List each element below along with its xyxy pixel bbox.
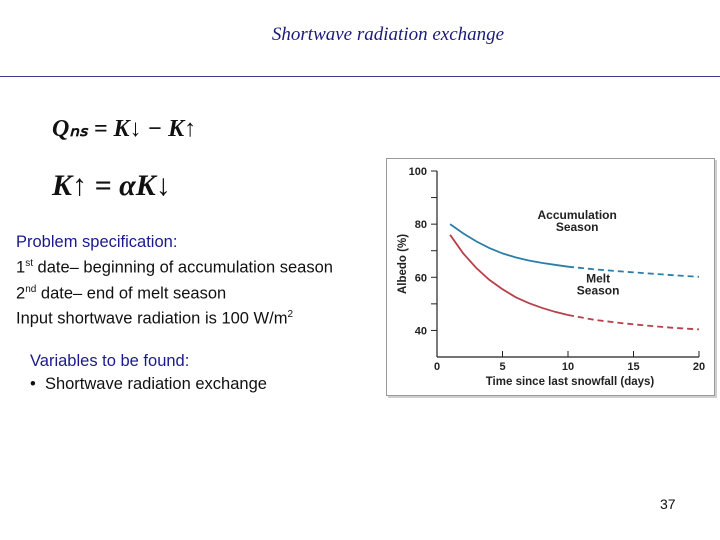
albedo-chart: 40 60 80 100 0 5 10 15 20 Time since last snowfal…: [386, 158, 715, 396]
spec-line-3-text: Input shortwave radiation is 100 W/m: [16, 309, 288, 328]
spec-line-3-sup: 2: [287, 309, 294, 320]
spec-line-1: 1st date– beginning of accumulation seas…: [16, 253, 333, 279]
bullet-icon: •: [30, 375, 45, 393]
spec-line-1-num: 1: [16, 258, 26, 277]
x-tick-label: 5: [499, 361, 505, 373]
x-tick-label: 10: [562, 361, 574, 373]
spec-line-2: 2nd date– end of melt season: [16, 279, 333, 305]
x-tick-label: 15: [627, 361, 639, 373]
spec-line-1-text: date– beginning of accumulation season: [32, 258, 333, 277]
melt-series-dashed: [567, 314, 700, 331]
slide-title: Shortwave radiation exchange: [271, 24, 505, 45]
equation-reflected-shortwave: K↑ = αK↓: [52, 169, 171, 202]
x-axis-label: Time since last snowfall (days): [486, 376, 655, 388]
spec-line-3: Input shortwave radiation is 100 W/m2: [16, 304, 333, 330]
variables-item: • Shortwave radiation exchange: [30, 373, 267, 396]
melt-label-line2: Season: [577, 284, 620, 298]
spec-line-1-sup: st: [25, 258, 33, 269]
spec-heading: Problem specification:: [16, 233, 178, 251]
spec-line-2-num: 2: [16, 284, 26, 302]
variables-section: Variables to be found: • Shortwave radia…: [30, 350, 267, 396]
x-tick-label: 0: [434, 361, 440, 373]
y-tick-label: 60: [415, 272, 427, 284]
variables-heading: Variables to be found:: [30, 352, 190, 370]
x-tick-label: 20: [693, 361, 705, 373]
melt-series-solid: [449, 234, 569, 316]
accumulation-label-line1: Accumulation: [537, 208, 616, 222]
melt-label-line1: Melt: [586, 272, 610, 286]
y-tick-label: 80: [415, 219, 427, 231]
title-divider: [0, 76, 720, 77]
albedo-chart-svg: 40 60 80 100 0 5 10 15 20 Time since last snowfal…: [397, 166, 705, 388]
spec-line-2-sup: nd: [25, 283, 37, 295]
accumulation-label-line2: Season: [556, 220, 599, 234]
variables-item-text: Shortwave radiation exchange: [44, 375, 267, 393]
accumulation-series-dashed: [567, 265, 700, 278]
accumulation-series-solid: [449, 223, 569, 268]
problem-specification: Problem specification: 1st date– beginni…: [16, 232, 333, 330]
page-number: 37: [660, 496, 676, 512]
y-tick-label: 100: [409, 166, 427, 178]
y-tick-label: 40: [415, 325, 427, 337]
equation-net-shortwave: Qₙₛ = K↓ − K↑: [52, 116, 197, 142]
y-axis-label: Albedo (%): [397, 234, 409, 294]
spec-line-2-text: date– end of melt season: [36, 284, 227, 302]
